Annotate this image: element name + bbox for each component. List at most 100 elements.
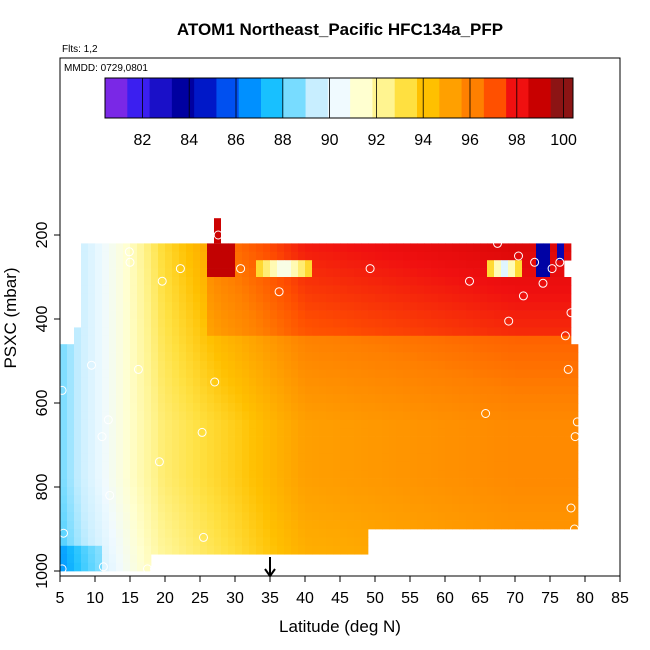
- heatmap-cell: [60, 453, 68, 463]
- heatmap-cell: [347, 352, 355, 362]
- heatmap-cell: [137, 495, 145, 505]
- heatmap-cell: [424, 394, 432, 404]
- heatmap-cell: [277, 344, 285, 353]
- heatmap-cell: [438, 512, 446, 521]
- heatmap-cell: [130, 394, 138, 404]
- heatmap-cell: [270, 461, 278, 471]
- colorbar-frame: [104, 77, 574, 119]
- heatmap-cell: [249, 260, 257, 269]
- heatmap-cell: [543, 369, 551, 379]
- heatmap-cell: [312, 335, 320, 345]
- heatmap-cell: [333, 478, 341, 488]
- heatmap-cell: [347, 495, 355, 505]
- heatmap-cell: [473, 352, 481, 362]
- heatmap-cell: [333, 327, 341, 337]
- heatmap-cell: [382, 403, 390, 412]
- heatmap-cell: [151, 285, 159, 295]
- heatmap-cell: [508, 520, 516, 530]
- heatmap-cell: [123, 302, 131, 311]
- heatmap-cell: [480, 268, 488, 278]
- heatmap-cell: [242, 512, 250, 521]
- heatmap-cell: [277, 445, 285, 454]
- sample-marker: [124, 247, 134, 257]
- colorbar-ticks: 82 84 86 88 90 92 94 96 98 100: [134, 78, 577, 149]
- heatmap-cell: [305, 386, 313, 395]
- heatmap-cell: [270, 310, 278, 320]
- heatmap-cell: [333, 352, 341, 362]
- heatmap-cell: [368, 470, 376, 479]
- heatmap-cell: [368, 327, 376, 337]
- heatmap-cell: [326, 310, 334, 320]
- heatmap-cell: [221, 310, 229, 320]
- heatmap-cell: [382, 344, 390, 353]
- heatmap-cell: [515, 327, 523, 337]
- heatmap-cell: [249, 319, 257, 328]
- heatmap-cell: [326, 386, 334, 395]
- heatmap-cell: [81, 394, 89, 404]
- heatmap-cell: [424, 369, 432, 379]
- heatmap-cell: [501, 352, 509, 362]
- heatmap-cell: [186, 470, 194, 479]
- heatmap-cell: [494, 520, 502, 530]
- heatmap-cell: [312, 352, 320, 362]
- heatmap-cell: [60, 545, 68, 555]
- heatmap-cell: [347, 277, 355, 286]
- heatmap-cell: [123, 529, 131, 538]
- heatmap-cell: [242, 428, 250, 437]
- heatmap-cell: [144, 428, 152, 437]
- heatmap-cell: [508, 386, 516, 395]
- heatmap-cell: [389, 268, 397, 278]
- heatmap-cell: [501, 487, 509, 496]
- heatmap-cell: [333, 411, 341, 421]
- heatmap-cell: [277, 260, 285, 269]
- heatmap-cell: [305, 377, 313, 387]
- heatmap-cell: [319, 386, 327, 395]
- heatmap-cell: [333, 453, 341, 463]
- heatmap-cell: [326, 453, 334, 463]
- heatmap-cell: [95, 386, 103, 395]
- heatmap-cell: [529, 453, 537, 463]
- heatmap-cell: [319, 487, 327, 496]
- heatmap-cell: [522, 386, 530, 395]
- heatmap-cell: [326, 537, 334, 547]
- heatmap-cell: [95, 554, 103, 563]
- heatmap-cell: [508, 453, 516, 463]
- heatmap-cell: [403, 260, 411, 269]
- heatmap-cell: [312, 537, 320, 547]
- heatmap-cell: [151, 495, 159, 505]
- heatmap-cell: [459, 352, 467, 362]
- heatmap-cell: [186, 243, 194, 253]
- heatmap-cell: [116, 293, 124, 303]
- heatmap-cell: [438, 503, 446, 513]
- heatmap-cell: [235, 545, 243, 555]
- heatmap-cell: [81, 302, 89, 311]
- heatmap-cell: [340, 386, 348, 395]
- heatmap-cell: [277, 453, 285, 463]
- heatmap-cell: [403, 285, 411, 295]
- heatmap-cell: [501, 428, 509, 437]
- heatmap-cell: [494, 403, 502, 412]
- heatmap-cell: [340, 251, 348, 261]
- heatmap-cell: [88, 445, 96, 454]
- heatmap-cell: [368, 495, 376, 505]
- heatmap-cell: [102, 403, 110, 412]
- heatmap-cell: [501, 251, 509, 261]
- heatmap-cell: [375, 512, 383, 521]
- heatmap-cell: [368, 335, 376, 345]
- heatmap-cell: [277, 411, 285, 421]
- heatmap-cell: [529, 411, 537, 421]
- heatmap-cell: [431, 293, 439, 303]
- heatmap-cell: [501, 512, 509, 521]
- heatmap-cell: [130, 512, 138, 521]
- heatmap-cell: [74, 562, 82, 572]
- heatmap-cell: [340, 352, 348, 362]
- heatmap-cell: [403, 327, 411, 337]
- heatmap-cell: [102, 495, 110, 505]
- heatmap-cell: [186, 327, 194, 337]
- heatmap-cell: [333, 419, 341, 429]
- heatmap-cell: [410, 411, 418, 421]
- heatmap-cell: [340, 529, 348, 538]
- heatmap-cell: [249, 529, 257, 538]
- heatmap-cell: [95, 319, 103, 328]
- heatmap-cell: [473, 394, 481, 404]
